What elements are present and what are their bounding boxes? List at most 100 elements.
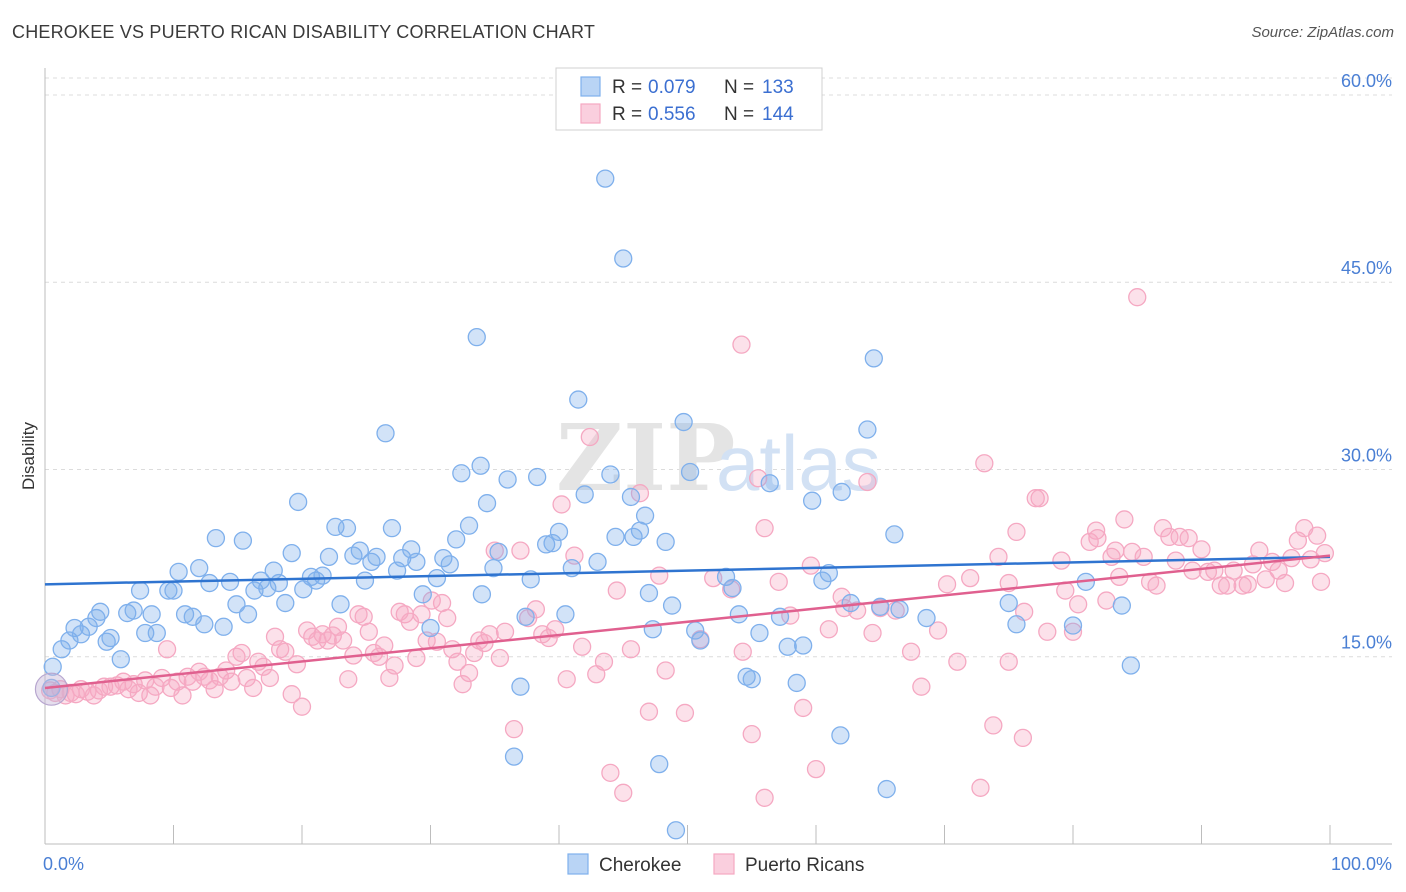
data-point — [1128, 288, 1147, 307]
data-point — [477, 494, 497, 513]
data-point — [549, 522, 569, 542]
trend-lines — [44, 554, 1331, 690]
x-tick-label: 100.0% — [1331, 854, 1392, 874]
data-point — [975, 454, 994, 473]
data-point — [716, 567, 736, 586]
legend-r-label: R = — [612, 104, 642, 125]
data-point — [572, 637, 592, 656]
data-point — [498, 470, 517, 489]
data-point — [448, 652, 467, 671]
data-point — [588, 552, 607, 572]
data-point — [802, 491, 822, 510]
data-point — [639, 702, 659, 721]
data-point — [331, 595, 350, 614]
watermark-light: atlas — [716, 419, 881, 507]
data-point — [575, 485, 594, 504]
data-point — [650, 754, 669, 774]
data-point — [222, 672, 241, 691]
data-point — [511, 541, 530, 560]
data-point — [124, 601, 143, 620]
watermark-bold: ZIP — [556, 404, 735, 512]
legend-n-label: N = — [724, 77, 754, 98]
data-point — [119, 680, 138, 699]
data-point — [288, 492, 308, 512]
data-point — [490, 648, 510, 668]
data-point — [157, 640, 177, 659]
data-point — [639, 583, 659, 603]
data-point — [504, 719, 524, 739]
data-point — [480, 625, 499, 644]
data-point — [984, 716, 1003, 735]
data-point — [1063, 616, 1083, 635]
legend-r-label: R = — [612, 77, 642, 98]
source-label: Source: ZipAtlas.com — [1251, 24, 1394, 41]
data-point — [755, 788, 774, 807]
data-point — [680, 462, 700, 482]
data-point — [359, 622, 378, 641]
legend-n-value: 133 — [762, 77, 794, 98]
data-point — [362, 552, 381, 572]
data-point — [407, 648, 426, 668]
data-point — [195, 615, 214, 634]
data-point — [526, 600, 546, 619]
data-point — [858, 472, 877, 492]
data-point — [545, 620, 565, 639]
data-point — [614, 783, 633, 802]
data-point — [282, 685, 301, 704]
legend-swatch — [713, 853, 735, 875]
data-point — [1238, 575, 1257, 594]
data-point — [495, 622, 515, 641]
legend-swatch — [567, 853, 589, 875]
data-point — [733, 642, 752, 661]
data-point — [537, 535, 556, 554]
data-point — [459, 663, 479, 683]
data-point — [427, 568, 447, 588]
data-point — [912, 677, 931, 696]
data-point — [601, 763, 620, 782]
data-point — [723, 578, 742, 598]
data-point — [937, 575, 957, 594]
data-point — [71, 625, 91, 644]
data-point — [885, 525, 904, 544]
data-point — [385, 656, 404, 675]
data-point — [755, 519, 774, 538]
data-point — [276, 642, 295, 661]
legend-r-value: 0.556 — [648, 104, 696, 125]
data-point — [471, 456, 490, 475]
data-point — [111, 650, 130, 669]
y-tick-label: 30.0% — [1341, 445, 1392, 465]
data-point — [1211, 576, 1230, 595]
data-point — [666, 821, 686, 840]
data-point — [1013, 728, 1033, 748]
data-point — [130, 581, 150, 600]
y-axis-label: Disability — [19, 421, 38, 490]
data-point — [1147, 576, 1166, 595]
data-point — [269, 573, 289, 593]
data-point — [484, 558, 503, 578]
chart-title: CHEROKEE VS PUERTO RICAN DISABILITY CORR… — [12, 22, 596, 42]
data-point — [1311, 572, 1331, 591]
data-point — [516, 607, 535, 626]
data-point — [206, 528, 226, 548]
y-tick-label: 45.0% — [1341, 258, 1392, 278]
data-point — [453, 675, 472, 694]
trend-line — [44, 555, 1331, 586]
data-point — [917, 608, 936, 628]
data-point — [606, 527, 625, 547]
data-point — [864, 349, 883, 368]
data-point — [333, 631, 353, 650]
data-point — [227, 595, 246, 614]
data-point — [901, 642, 921, 661]
data-point — [948, 652, 967, 671]
data-point — [556, 605, 575, 624]
data-point — [328, 617, 348, 636]
legend-series: Cherokee Puerto Ricans — [567, 853, 864, 876]
data-point — [749, 469, 768, 488]
data-point — [244, 678, 263, 698]
data-point — [742, 670, 761, 689]
data-point — [794, 698, 813, 718]
data-point — [412, 605, 431, 624]
data-point — [999, 593, 1018, 613]
data-point — [142, 605, 161, 624]
